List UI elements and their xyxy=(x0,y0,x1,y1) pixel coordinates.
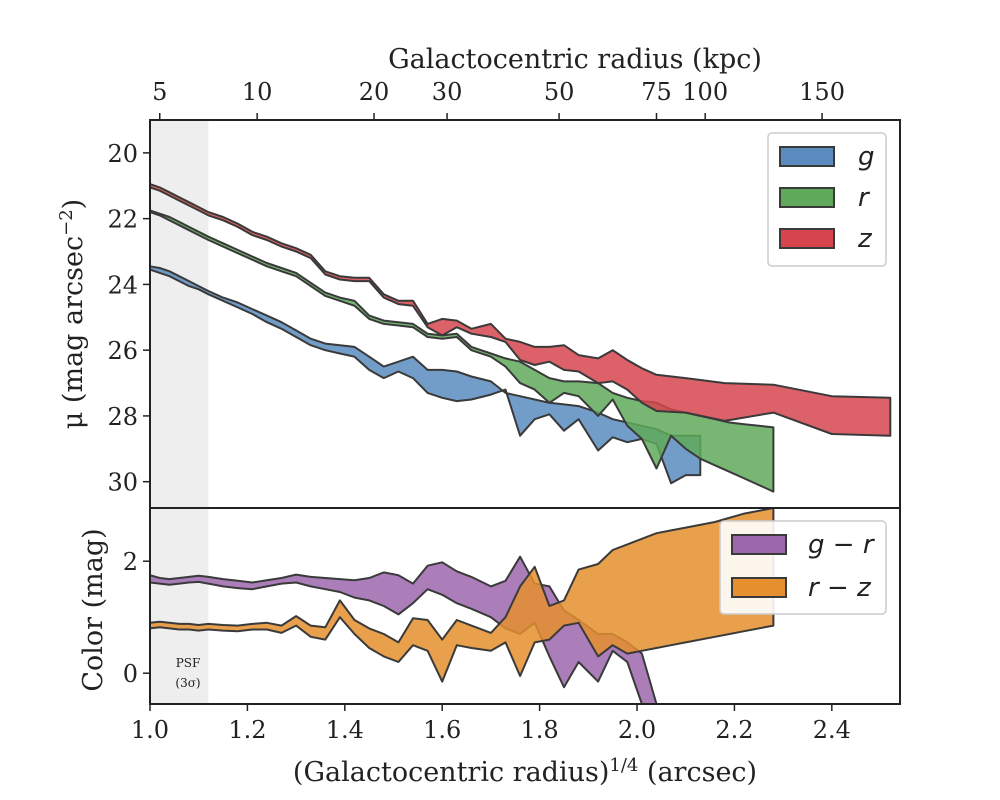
y-tick-label-26: 26 xyxy=(107,337,138,365)
color-legend-label-0: g − r xyxy=(808,530,876,560)
color-legend-swatch-0 xyxy=(731,534,787,555)
band-r xyxy=(149,209,775,493)
x-tick-label-2.2: 2.2 xyxy=(715,716,753,744)
color-legend-swatch-1 xyxy=(731,577,787,598)
kpc-tick-label-10: 10 xyxy=(242,78,273,106)
x-tick-label-1.6: 1.6 xyxy=(423,716,461,744)
kpc-tick-label-50: 50 xyxy=(544,78,575,106)
surface-brightness-legend: grz xyxy=(767,132,887,267)
surface-brightness-y-ticks: 20 22 24 26 28 30 xyxy=(107,140,150,497)
color-legend: g − r r − z xyxy=(719,520,887,615)
x-tick-label-2.0: 2.0 xyxy=(618,716,656,744)
psf-label-line1: PSF xyxy=(176,656,201,670)
x-tick-label-2.4: 2.4 xyxy=(813,716,851,744)
y-tick-label-28: 28 xyxy=(107,403,138,431)
surface-brightness-panel: 20 22 24 26 28 30 5 10 20 30 50 75 100 150 μ (mag ar… xyxy=(56,44,901,509)
x-tick-label-1.2: 1.2 xyxy=(228,716,266,744)
legend-label-r: r xyxy=(858,183,871,213)
y-tick-label-30: 30 xyxy=(107,469,138,497)
color-y-label: Color (mag) xyxy=(78,528,109,691)
y-tick-label-24: 24 xyxy=(107,271,138,299)
kpc-tick-label-150: 150 xyxy=(799,78,845,106)
legend-swatch-g xyxy=(779,146,835,167)
surface-brightness-y-label: μ (mag arcsec−2) xyxy=(56,199,90,429)
x-tick-label-1.4: 1.4 xyxy=(326,716,364,744)
legend-swatch-z xyxy=(779,228,835,249)
kpc-tick-label-75: 75 xyxy=(641,78,672,106)
band-g xyxy=(149,265,702,485)
band-rz xyxy=(149,507,775,683)
x-axis-label: (Galactocentric radius)1/4 (arcsec) xyxy=(293,755,757,789)
kpc-axis-ticks: 5 10 20 30 50 75 100 150 xyxy=(152,78,845,120)
psf-label-line2: (3σ) xyxy=(175,676,200,690)
band-z xyxy=(149,183,892,437)
psf-shade-bottom xyxy=(150,508,209,704)
y-tick-label-20: 20 xyxy=(107,140,138,168)
y-tick-label-22: 22 xyxy=(107,206,138,234)
legend-label-g: g xyxy=(858,142,875,172)
psf-shade-top xyxy=(150,120,209,508)
color-y-tick-label-2: 2 xyxy=(123,548,138,576)
legend-swatch-r xyxy=(779,187,835,208)
x-axis-ticks: 1.0 1.2 1.4 1.6 1.8 2.0 2.2 2.4 xyxy=(131,704,851,744)
color-panel: 02 1.0 1.2 1.4 1.6 1.8 2.0 2.2 2.4 Color (mag) … xyxy=(78,507,901,789)
x-tick-label-1.8: 1.8 xyxy=(521,716,559,744)
kpc-tick-label-30: 30 xyxy=(432,78,463,106)
kpc-tick-label-5: 5 xyxy=(152,78,167,106)
color-bands xyxy=(149,507,775,705)
legend-label-z: z xyxy=(857,224,873,254)
color-y-tick-label-0: 0 xyxy=(123,660,138,688)
color-frame xyxy=(149,507,901,705)
kpc-tick-label-20: 20 xyxy=(359,78,390,106)
kpc-axis-label: Galactocentric radius (kpc) xyxy=(388,44,762,75)
kpc-tick-label-100: 100 xyxy=(682,78,728,106)
x-tick-label-1.0: 1.0 xyxy=(131,716,169,744)
surface-brightness-bands xyxy=(149,183,892,493)
color-y-ticks: 02 xyxy=(123,548,150,688)
color-legend-label-1: r − z xyxy=(808,573,872,603)
